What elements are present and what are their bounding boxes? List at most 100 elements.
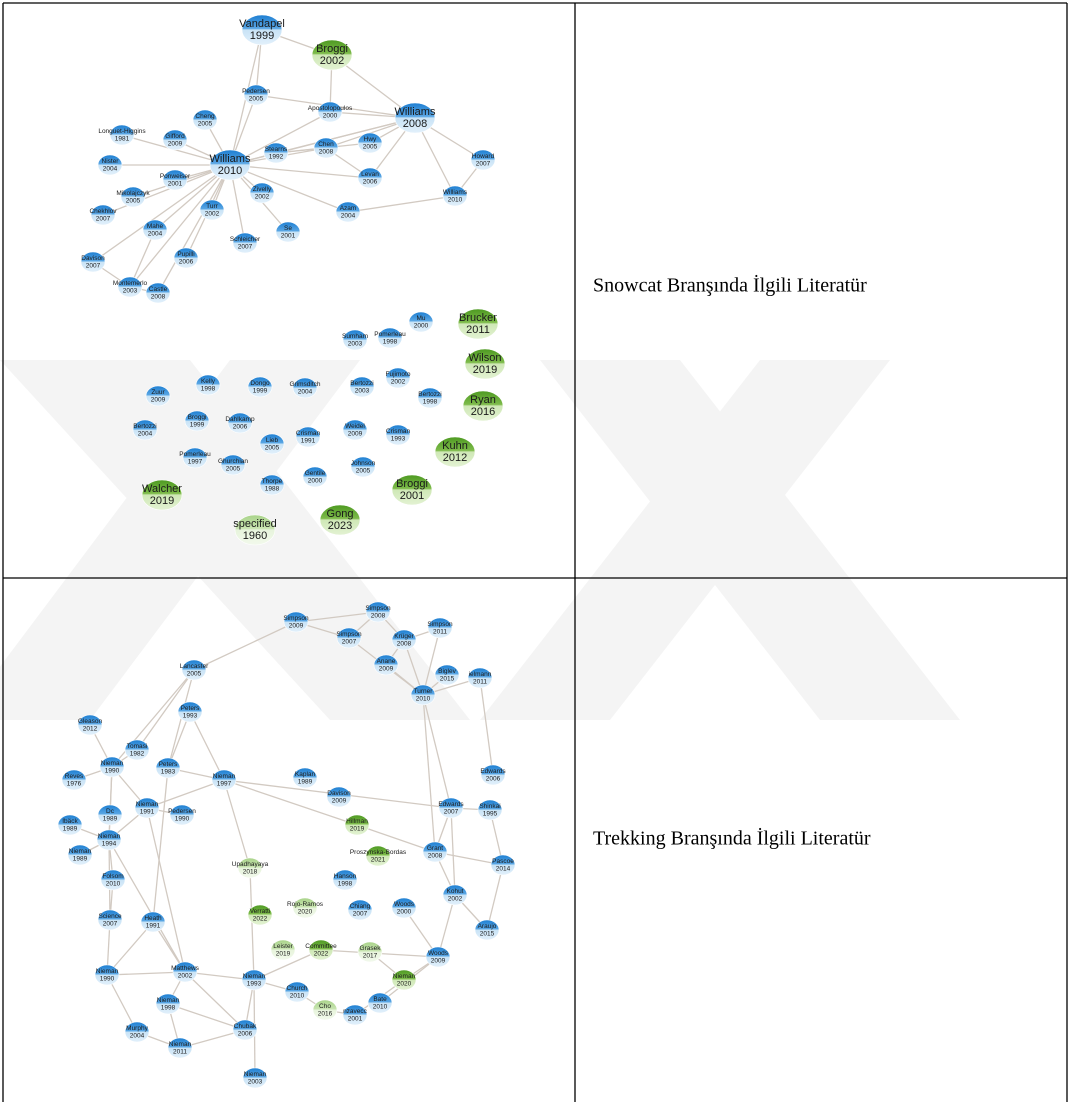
node-name: Committee [305,943,337,950]
node-shape [464,348,506,380]
node-year: 1997 [217,780,232,787]
node-shape [242,1067,268,1089]
node-shape [199,199,225,221]
node-shape [120,186,146,208]
node-shape [308,939,334,961]
node-shape [124,739,150,761]
node-year: 1991 [146,922,161,929]
node-shape [313,137,339,159]
node-year: 2021 [371,856,386,863]
node-shape [319,504,361,536]
node-shape [292,767,318,789]
node-year: 2005 [126,197,141,204]
node-name: Ryan [470,394,496,406]
node-shape [312,999,338,1021]
edge [92,164,231,263]
edge [146,807,186,973]
node-name: Crisman [296,430,321,437]
node-year: 2000 [414,322,429,329]
node-year: 2008 [151,293,166,300]
node-year: 2005 [226,465,241,472]
node-name: Pupilli [177,251,194,258]
node-name: Simpson [427,621,453,628]
node-name: Nieman [243,973,266,980]
node-year: 2007 [342,638,357,645]
node-name: Upadhayaya [232,861,269,868]
node-year: 2003 [248,1078,263,1085]
node-name: Ibäck [62,818,78,825]
node-year: 2001 [168,180,183,187]
node-name: Chen [318,141,334,148]
node-shape [467,667,493,689]
node-shape [275,221,301,243]
node-name: nzavecc [343,1008,368,1015]
node-name: Hanson [334,873,357,880]
node-year: 2023 [328,520,352,532]
node-shape [209,149,251,181]
node-shape [427,617,453,639]
edge [223,779,358,826]
node-name: Fujimoto [386,371,411,378]
node-year: 2010 [448,196,463,203]
node-shape [173,247,199,269]
node-name: Williams [443,189,468,196]
node-shape [391,629,417,651]
node-year: 2001 [281,232,296,239]
node-name: Chekhlov [89,208,117,215]
node-name: Johnson [351,460,376,467]
node-year: 2004 [148,230,163,237]
node-name: Peters [159,761,179,768]
node-name: Bertozzi [350,380,373,387]
edge [486,864,504,931]
node-name: Grant [427,845,443,852]
node-shape [184,410,210,432]
node-year: 2007 [444,808,459,815]
node-name: ielmann [469,671,492,678]
node-name: Schleicher [230,236,261,243]
node-shape [232,1019,258,1041]
node-shape [295,426,321,448]
node-year: 1997 [188,458,203,465]
edge [136,669,195,751]
node-name: Dc [106,808,115,815]
node-year: 1990 [100,975,115,982]
node-year: 2008 [428,852,443,859]
node-name: Nieman [98,833,121,840]
node-name: Mu [416,315,425,322]
node-name: Grimsditch [289,381,320,388]
node-name: Castle [149,286,168,293]
node-name: Pomerleau [179,451,211,458]
node-year: 2003 [123,287,138,294]
node-year: 2009 [151,396,166,403]
node-year: 2008 [397,640,412,647]
node-shape [140,911,166,933]
node-year: 1999 [190,421,205,428]
edge [102,164,231,216]
